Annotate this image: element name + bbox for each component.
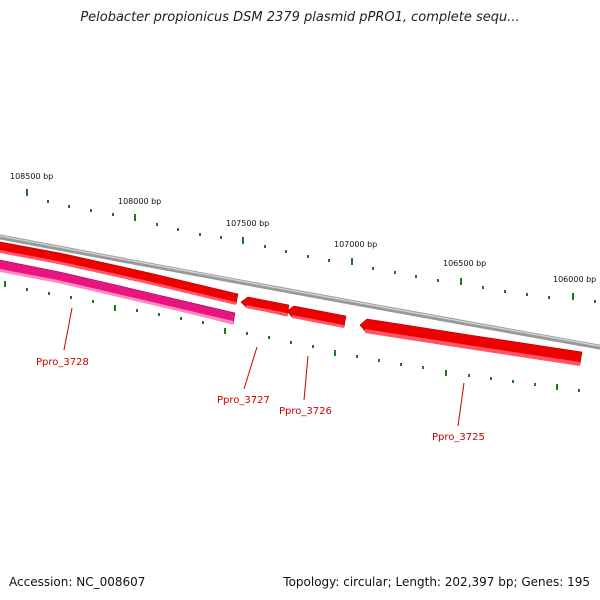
map-title: Pelobacter propionicus DSM 2379 plasmid … [80, 10, 520, 25]
accession-text: Accession: NC_008607 [9, 575, 146, 589]
leader-ppro-3726 [303, 355, 309, 401]
gene-label-ppro-3726[interactable]: Ppro_3726 [279, 406, 332, 417]
genome-backbone [0, 234, 600, 350]
gene-label-ppro-3728[interactable]: Ppro_3728 [36, 357, 89, 368]
leader-ppro-3727 [243, 346, 258, 390]
position-label-107500: 107500 bp [226, 219, 269, 228]
gene-ppro-3726-bar[interactable] [286, 305, 347, 328]
position-label-107000: 107000 bp [334, 240, 377, 249]
gene-ppro-3728-bottom-bar-highlight [0, 268, 233, 324]
topology-stats-text: Topology: circular; Length: 202,397 bp; … [283, 575, 590, 589]
position-label-106000: 106000 bp [553, 275, 596, 284]
position-label-106500: 106500 bp [443, 259, 486, 268]
gene-ppro-3728-bars[interactable] [0, 241, 239, 325]
genome-backbone-highlight [0, 235, 600, 347]
position-label-108500: 108500 bp [10, 172, 53, 181]
gene-leader-lines [63, 307, 465, 427]
leader-ppro-3725 [457, 382, 465, 427]
gene-ppro-3725-bar[interactable] [359, 318, 583, 366]
gene-ppro-3727-bar[interactable] [240, 296, 290, 317]
gene-ppro-3728-top-bar-highlight [0, 249, 236, 305]
position-label-108000: 108000 bp [118, 197, 161, 206]
gene-label-ppro-3727[interactable]: Ppro_3727 [217, 395, 270, 406]
gene-label-ppro-3725[interactable]: Ppro_3725 [432, 432, 485, 443]
outer-ticks [26, 189, 596, 303]
inner-ticks [4, 281, 580, 392]
leader-ppro-3728 [63, 307, 73, 351]
